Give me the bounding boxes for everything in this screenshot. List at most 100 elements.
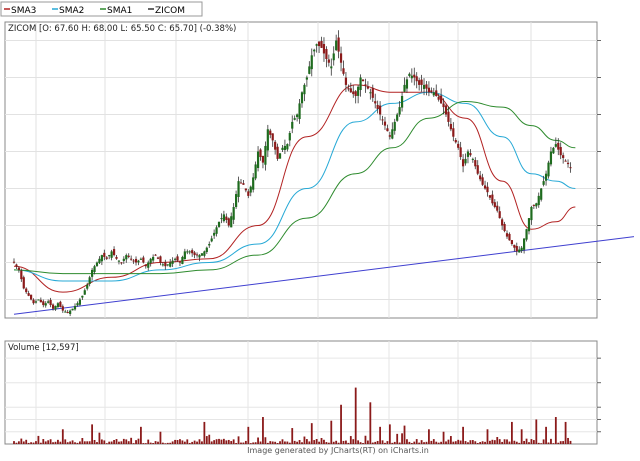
volume-bar (540, 443, 543, 444)
volume-bar (452, 441, 455, 444)
candle-body (203, 251, 206, 256)
volume-bar (142, 443, 145, 444)
volume-bar (110, 441, 113, 444)
volume-bar (140, 426, 142, 444)
candle-body (403, 84, 406, 92)
candle-body (22, 277, 25, 289)
volume-bar (191, 441, 194, 444)
candle-body (261, 155, 265, 163)
candle-body (225, 216, 228, 220)
volume-bar (418, 442, 421, 444)
volume-bar (301, 442, 303, 444)
candle-body (361, 79, 365, 82)
volume-bar (503, 439, 506, 444)
candle-body (110, 251, 113, 258)
candle-body (552, 147, 555, 154)
candle-body (144, 264, 147, 267)
candle-body (471, 158, 474, 160)
candle-body (432, 92, 435, 96)
volume-bar (313, 440, 316, 444)
candle-body (156, 257, 160, 259)
candle-body (86, 284, 89, 289)
volume-bar (484, 441, 486, 444)
candle-body (213, 232, 216, 236)
volume-bar (532, 440, 535, 444)
price-overlay-lines (13, 84, 635, 315)
volume-bar (308, 441, 311, 444)
candle-body (59, 301, 62, 307)
candle-body (47, 301, 50, 303)
volume-bar (188, 442, 191, 444)
candle-body (188, 251, 191, 253)
legend-label-zicom: ZICOM (155, 6, 185, 16)
candle-body (357, 86, 360, 96)
candle-body (269, 130, 272, 135)
volume-bar (325, 442, 328, 444)
candle-body (39, 299, 42, 303)
volume-bar (213, 440, 216, 444)
volume-bar (176, 440, 179, 444)
candle-body (166, 264, 169, 266)
volume-bar (71, 440, 74, 444)
volume-bar (132, 443, 135, 444)
volume-bar (501, 441, 504, 444)
candle-body (464, 158, 467, 164)
candle-body (379, 105, 382, 115)
candle-body (181, 256, 184, 264)
volume-bar (20, 438, 23, 444)
candle-body (274, 141, 277, 150)
candle-body (457, 143, 460, 148)
volume-bar (105, 443, 108, 444)
candle-body (374, 101, 377, 104)
volume-bar (284, 441, 286, 444)
candle-body (303, 84, 306, 95)
candle-body (198, 255, 201, 258)
candle-body (510, 240, 513, 244)
volume-bar (345, 440, 347, 444)
volume-bar (30, 442, 32, 444)
volume-info: Volume [12,597] (8, 343, 79, 353)
candle-body (242, 183, 245, 185)
candle-body (554, 144, 557, 147)
volume-bar (152, 443, 155, 444)
candle-body (530, 207, 533, 221)
candle-body (418, 80, 421, 85)
candle-body (408, 73, 411, 76)
candle-body (562, 155, 565, 158)
volume-bars (13, 387, 572, 444)
candle-body (32, 299, 35, 304)
volume-bar (347, 442, 350, 444)
candle-body (405, 79, 409, 89)
candle-body (422, 84, 426, 89)
volume-bar (413, 441, 416, 444)
volume-bar (291, 428, 294, 444)
candle-body (115, 256, 118, 259)
volume-bar (32, 442, 35, 444)
candle-body (481, 177, 484, 185)
volume-bar (179, 439, 181, 444)
volume-bar (201, 441, 203, 444)
candle-body (132, 260, 135, 262)
volume-bar (449, 436, 452, 444)
volume-bar (315, 439, 318, 444)
candle-body (120, 262, 123, 264)
candle-body (20, 270, 23, 280)
candle-body (37, 299, 40, 301)
volume-bar (435, 441, 438, 444)
volume-bar (457, 439, 460, 444)
volume-bar (459, 440, 462, 444)
candle-body (440, 95, 443, 104)
volume-bar (286, 441, 289, 444)
candle-body (369, 92, 372, 94)
volume-bar (415, 439, 418, 444)
candle-body (508, 233, 511, 241)
sma2-line (13, 91, 576, 282)
volume-bar (523, 440, 526, 444)
candle-body (252, 177, 255, 190)
candle-body (291, 121, 294, 129)
volume-bar (103, 440, 106, 444)
volume-bar (161, 442, 164, 444)
candle-body (171, 260, 174, 264)
candle-body (315, 44, 318, 46)
candle-body (125, 255, 128, 260)
